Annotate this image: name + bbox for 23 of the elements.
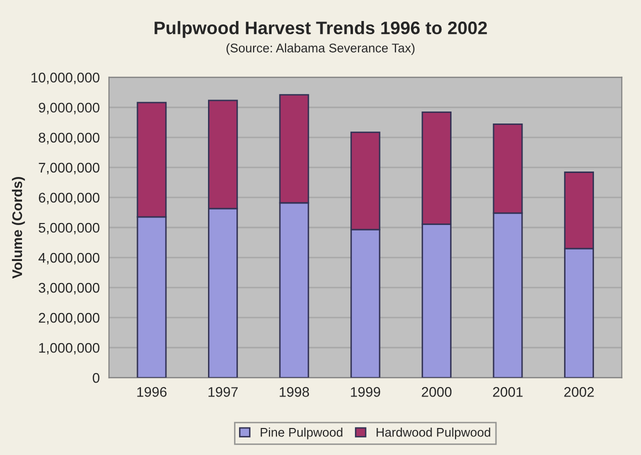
y-tick-label: 8,000,000 — [38, 132, 100, 144]
chart-title: Pulpwood Harvest Trends 1996 to 2002 — [154, 21, 487, 38]
y-tick-label: 10,000,000 — [31, 72, 100, 84]
y-tick-label: 2,000,000 — [38, 312, 100, 324]
legend-label: Hardwood Pulpwood — [376, 428, 490, 440]
x-tick-label: 1997 — [208, 387, 238, 397]
x-tick-label: 1996 — [137, 387, 167, 397]
x-tick-label: 1999 — [350, 387, 380, 397]
y-tick-label: 1,000,000 — [39, 342, 100, 354]
x-tick-label: 1998 — [280, 387, 309, 397]
y-tick-label: 9,000,000 — [38, 102, 100, 114]
x-tick-label: 2000 — [422, 387, 452, 397]
y-tick-label: 0 — [92, 372, 100, 383]
legend-label: Pine Pulpwood — [260, 428, 342, 440]
y-axis-title: Volume (Cords) — [12, 177, 25, 279]
y-tick-label: 5,000,000 — [38, 222, 100, 234]
y-tick-label: 3,000,000 — [38, 282, 100, 294]
y-tick-label: 7,000,000 — [38, 162, 100, 174]
chart-subtitle: (Source: Alabama Severance Tax) — [226, 43, 414, 55]
x-tick-label: 2001 — [493, 387, 523, 397]
y-tick-label: 4,000,000 — [38, 252, 100, 264]
x-tick-label: 2002 — [564, 387, 594, 397]
y-tick-label: 6,000,000 — [38, 192, 100, 204]
